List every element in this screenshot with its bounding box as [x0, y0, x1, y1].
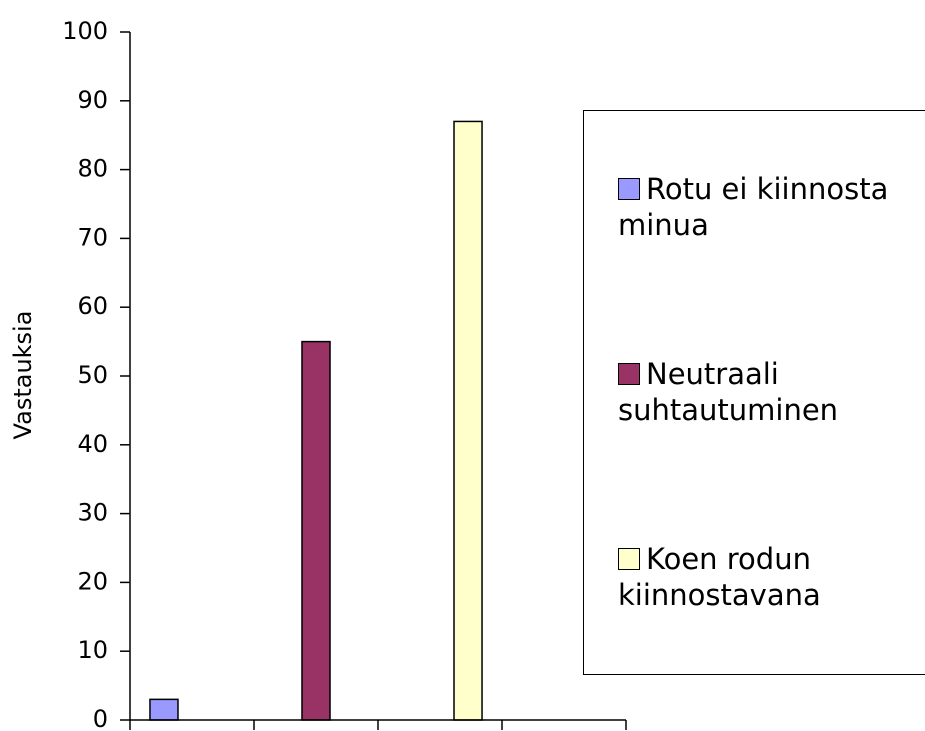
legend-swatch — [618, 178, 640, 200]
y-tick-label: 50 — [77, 361, 108, 389]
y-tick-label: 30 — [77, 499, 108, 527]
bar — [301, 340, 331, 721]
legend-swatch — [618, 363, 640, 385]
legend-label: Neutraali suhtautuminen — [618, 357, 839, 427]
y-tick-label: 60 — [77, 292, 108, 320]
legend-label: Rotu ei kiinnosta minua — [618, 172, 889, 242]
bar — [149, 698, 179, 721]
y-tick-label: 40 — [77, 430, 108, 458]
legend-entry: Rotu ei kiinnosta minua — [618, 171, 918, 243]
y-tick-label: 20 — [77, 567, 108, 595]
y-tick-label: 100 — [62, 17, 108, 45]
y-axis-label: Vastauksia — [9, 311, 37, 440]
legend: Rotu ei kiinnosta minua Neutraali suhtaut… — [583, 110, 925, 675]
legend-swatch — [618, 548, 640, 570]
y-tick-label: 90 — [77, 86, 108, 114]
bar — [453, 120, 483, 721]
y-tick-label: 10 — [77, 636, 108, 664]
legend-entry: Neutraali suhtautuminen — [618, 356, 918, 428]
y-tick-label: 70 — [77, 223, 108, 251]
y-tick-label: 80 — [77, 155, 108, 183]
y-tick-label: 0 — [93, 705, 108, 731]
legend-entry: Koen rodun kiinnostavana — [618, 541, 918, 613]
legend-label: Koen rodun kiinnostavana — [618, 542, 821, 612]
